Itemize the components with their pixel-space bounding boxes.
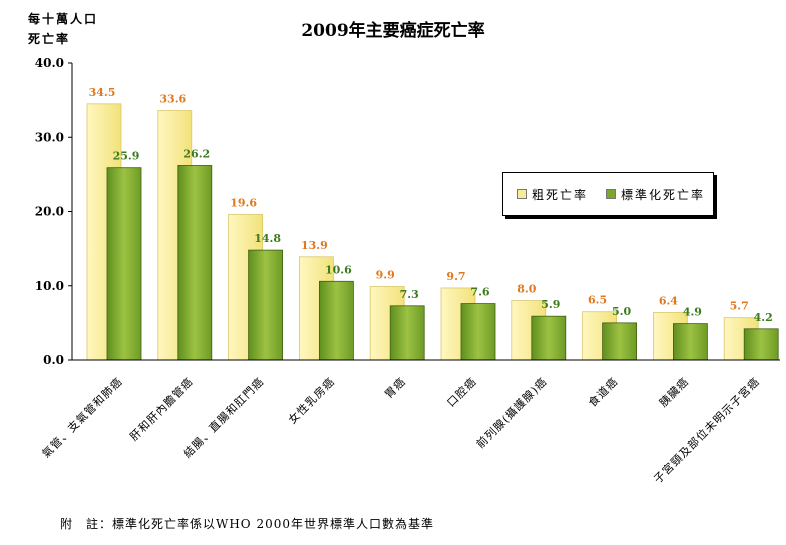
data-label-crude-rate: 6.5 bbox=[588, 294, 607, 307]
data-label-crude-rate: 34.5 bbox=[89, 86, 116, 99]
y-tick-label: 10.0 bbox=[35, 279, 64, 293]
data-label-standardized-rate: 25.9 bbox=[113, 150, 140, 163]
category-label: 結腸、直腸和肛門癌 bbox=[180, 374, 266, 460]
y-axis-label-line-1: 每十萬人口 bbox=[28, 12, 99, 26]
bar-standardized-rate bbox=[460, 303, 496, 361]
data-label-standardized-rate: 26.2 bbox=[183, 147, 210, 160]
data-label-standardized-rate: 7.6 bbox=[470, 286, 489, 299]
category-label: 食道癌 bbox=[585, 374, 620, 409]
category-label: 氣管、支氣管和肺癌 bbox=[39, 374, 125, 460]
bar-standardized-rate bbox=[531, 315, 567, 361]
legend-label-crude: 粗死亡率 bbox=[532, 187, 589, 202]
category-label: 口腔癌 bbox=[444, 374, 479, 409]
bar-standardized-rate bbox=[602, 322, 637, 361]
category-label: 前列腺(攝護腺)癌 bbox=[473, 374, 550, 451]
data-label-standardized-rate: 14.8 bbox=[254, 232, 281, 245]
legend-item-crude: 粗死亡率 bbox=[517, 186, 588, 203]
bar-standardized-rate bbox=[318, 280, 354, 361]
data-label-standardized-rate: 4.2 bbox=[754, 311, 773, 324]
bar-standardized-rate bbox=[389, 305, 425, 361]
y-tick-label: 20.0 bbox=[35, 205, 64, 219]
bar-standardized-rate bbox=[743, 328, 779, 361]
bar-standardized-rate bbox=[177, 165, 213, 361]
data-label-crude-rate: 9.9 bbox=[376, 268, 395, 281]
legend-swatch-std bbox=[606, 189, 617, 199]
legend-item-std: 標準化死亡率 bbox=[606, 186, 705, 203]
chart-title: 2009年主要癌症死亡率 bbox=[301, 21, 485, 41]
data-label-crude-rate: 5.7 bbox=[730, 300, 749, 313]
bar-standardized-rate bbox=[248, 249, 284, 361]
legend-swatch-crude bbox=[517, 189, 527, 199]
category-label: 胃癌 bbox=[381, 374, 408, 401]
bar-standardized-rate bbox=[673, 323, 708, 361]
footnote: 附 註：標準化死亡率係以WHO 2000年世界標準人口數為基準 bbox=[60, 517, 434, 531]
legend-label-std: 標準化死亡率 bbox=[621, 187, 706, 202]
y-axis-label-line-2: 死亡率 bbox=[28, 32, 71, 46]
category-label: 女性乳房癌 bbox=[285, 374, 337, 426]
data-label-crude-rate: 33.6 bbox=[159, 93, 186, 106]
data-label-standardized-rate: 4.9 bbox=[683, 306, 702, 319]
y-tick-label: 40.0 bbox=[35, 56, 64, 70]
data-label-crude-rate: 8.0 bbox=[517, 283, 536, 296]
data-label-standardized-rate: 5.9 bbox=[541, 298, 560, 311]
category-label: 胰臟癌 bbox=[656, 374, 691, 409]
y-tick-label: 30.0 bbox=[35, 130, 64, 144]
data-label-standardized-rate: 7.3 bbox=[400, 288, 419, 301]
data-label-crude-rate: 19.6 bbox=[230, 196, 257, 209]
legend: 粗死亡率 標準化死亡率 bbox=[502, 172, 714, 216]
data-label-crude-rate: 6.4 bbox=[659, 294, 678, 307]
data-label-standardized-rate: 10.6 bbox=[325, 263, 352, 276]
category-label: 肝和肝內膽管癌 bbox=[127, 374, 196, 443]
bar-standardized-rate bbox=[106, 167, 142, 361]
data-label-standardized-rate: 5.0 bbox=[612, 305, 631, 318]
data-label-crude-rate: 13.9 bbox=[301, 239, 328, 252]
y-tick-label: 0.0 bbox=[43, 353, 64, 367]
data-label-crude-rate: 9.7 bbox=[446, 270, 465, 283]
